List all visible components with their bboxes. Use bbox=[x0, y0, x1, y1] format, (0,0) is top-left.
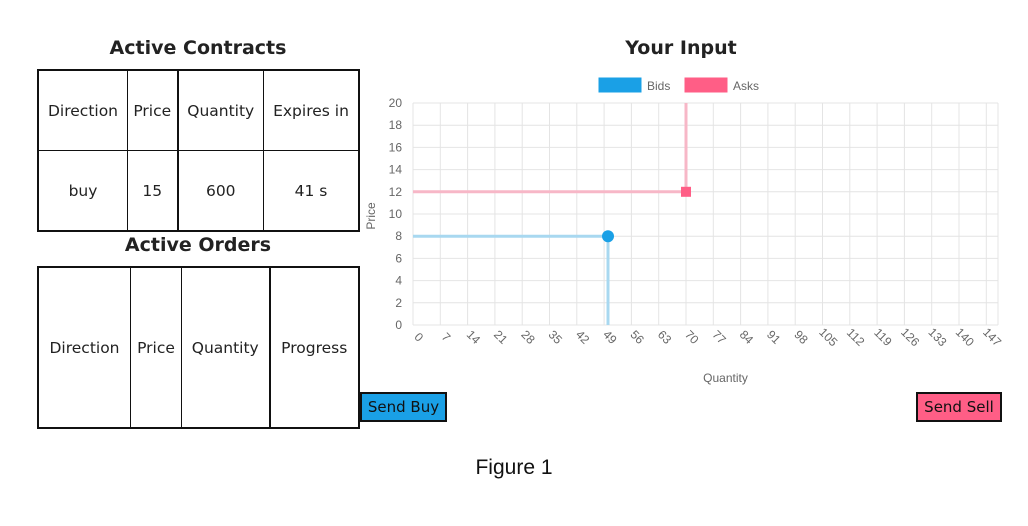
x-tick-label: 112 bbox=[844, 325, 868, 349]
cell-expires-in: 41 s bbox=[263, 150, 359, 231]
y-tick-label: 4 bbox=[395, 274, 402, 288]
x-tick-label: 77 bbox=[709, 327, 729, 347]
y-tick-label: 12 bbox=[389, 185, 403, 199]
table-header-row: Direction Price Quantity Expires in bbox=[38, 70, 359, 151]
header-expires-in: Expires in bbox=[263, 70, 359, 151]
x-tick-label: 84 bbox=[737, 327, 757, 347]
x-tick-label: 42 bbox=[573, 327, 593, 347]
y-tick-label: 6 bbox=[395, 251, 402, 265]
legend-label-bids: Bids bbox=[647, 79, 670, 93]
y-tick-label: 20 bbox=[389, 96, 403, 110]
x-tick-label: 0 bbox=[412, 330, 427, 345]
cell-direction: buy bbox=[38, 150, 128, 231]
x-tick-label: 140 bbox=[953, 325, 977, 349]
x-tick-label: 63 bbox=[655, 327, 675, 347]
legend-swatch-asks bbox=[684, 77, 728, 93]
header-price: Price bbox=[127, 70, 179, 151]
active-orders-title: Active Orders bbox=[124, 234, 272, 256]
y-tick-label: 14 bbox=[389, 163, 403, 177]
send-buy-button[interactable]: Send Buy bbox=[360, 392, 447, 422]
x-tick-label: 119 bbox=[871, 325, 895, 349]
active-contracts-table: Direction Price Quantity Expires in buy … bbox=[37, 69, 360, 232]
x-tick-label: 70 bbox=[682, 327, 702, 347]
x-axis-label: Quantity bbox=[703, 371, 748, 385]
y-tick-label: 2 bbox=[395, 296, 402, 310]
header-progress: Progress bbox=[269, 267, 359, 428]
figure-caption: Figure 1 bbox=[475, 456, 553, 479]
header-quantity: Quantity bbox=[181, 267, 271, 428]
cell-quantity: 600 bbox=[177, 150, 264, 231]
asks-point bbox=[681, 186, 691, 197]
x-tick-label: 105 bbox=[816, 325, 840, 349]
x-tick-label: 7 bbox=[439, 330, 454, 345]
cell-price: 15 bbox=[127, 150, 179, 231]
legend-label-asks: Asks bbox=[733, 79, 759, 93]
header-quantity: Quantity bbox=[177, 70, 264, 151]
y-tick-label: 0 bbox=[395, 318, 402, 332]
bids-point bbox=[602, 230, 614, 243]
y-tick-label: 8 bbox=[395, 229, 402, 243]
active-orders-table: Direction Price Quantity Progress bbox=[37, 266, 360, 429]
x-tick-label: 14 bbox=[464, 327, 484, 347]
legend-swatch-bids bbox=[598, 77, 642, 93]
table-header-row: Direction Price Quantity Progress bbox=[38, 267, 359, 428]
y-tick-label: 10 bbox=[389, 207, 403, 221]
x-tick-label: 56 bbox=[628, 327, 648, 347]
x-tick-label: 21 bbox=[491, 327, 511, 347]
x-tick-label: 126 bbox=[898, 325, 922, 349]
y-axis-label: Price bbox=[364, 202, 378, 230]
x-tick-label: 91 bbox=[764, 327, 784, 347]
send-sell-button[interactable]: Send Sell bbox=[916, 392, 1002, 422]
your-input-title: Your Input bbox=[625, 37, 737, 59]
x-tick-label: 28 bbox=[518, 327, 538, 347]
x-tick-label: 98 bbox=[791, 327, 811, 347]
y-tick-label: 18 bbox=[389, 118, 403, 132]
header-direction: Direction bbox=[38, 267, 131, 428]
x-tick-label: 49 bbox=[600, 327, 620, 347]
active-contracts-title: Active Contracts bbox=[109, 37, 287, 59]
header-price: Price bbox=[130, 267, 182, 428]
table-row[interactable]: buy 15 600 41 s bbox=[38, 150, 359, 231]
x-tick-label: 147 bbox=[980, 325, 1004, 349]
y-tick-label: 16 bbox=[389, 140, 403, 154]
header-direction: Direction bbox=[38, 70, 128, 151]
x-tick-label: 35 bbox=[546, 327, 566, 347]
x-tick-label: 133 bbox=[925, 325, 949, 349]
